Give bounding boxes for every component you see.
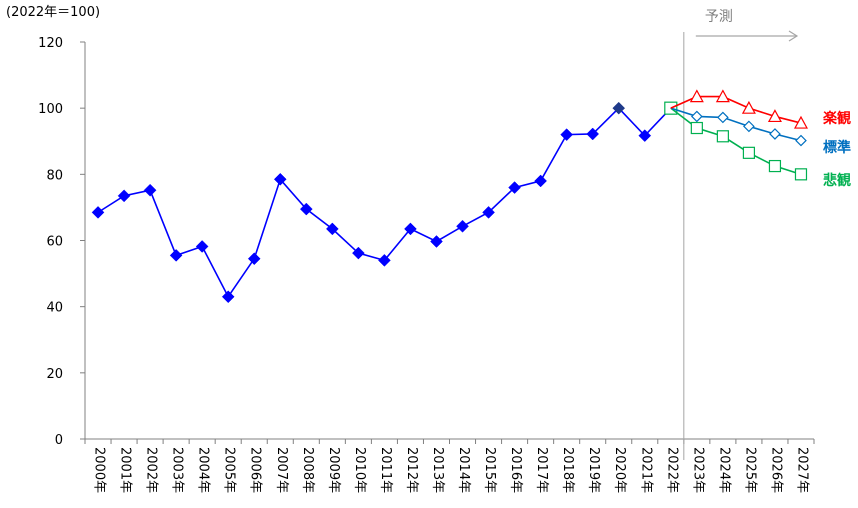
data-point [247, 252, 261, 266]
data-point [430, 235, 443, 248]
x-tick-label: 2014年 [456, 447, 471, 493]
x-tick-label: 2026年 [768, 447, 783, 493]
data-point [690, 121, 703, 135]
y-tick-label: 20 [46, 367, 63, 382]
x-tick-label: 2013年 [430, 447, 445, 493]
data-point [352, 246, 365, 260]
x-tick-label: 2000年 [92, 447, 107, 493]
data-point [767, 109, 782, 123]
forecast-series [670, 107, 807, 147]
data-point [482, 206, 495, 219]
data-point [768, 159, 782, 173]
y-tick-label: 60 [46, 235, 63, 250]
data-point [325, 222, 339, 236]
actual-series [91, 101, 678, 304]
x-tick-label: 2020年 [612, 447, 627, 493]
data-point [743, 120, 755, 133]
data-point [793, 115, 808, 129]
data-point [273, 172, 287, 186]
data-point [143, 183, 157, 197]
forecast-label: 予測 [705, 9, 733, 25]
series-label: 楽観 [822, 110, 851, 127]
series-line [670, 95, 802, 124]
x-tick-label: 2012年 [404, 447, 419, 493]
x-tick-label: 2002年 [144, 447, 159, 493]
x-tick-label: 2001年 [118, 447, 133, 493]
x-tick-label: 2008年 [300, 447, 315, 493]
data-point [195, 240, 209, 253]
data-point [716, 130, 729, 143]
x-tick-label: 2005年 [222, 447, 237, 493]
forecast-arrow-head [788, 30, 799, 42]
x-tick-label: 2015年 [482, 447, 497, 493]
data-point [769, 128, 781, 140]
y-tick-label: 120 [38, 36, 63, 51]
data-point [299, 202, 313, 216]
data-point [741, 100, 756, 114]
x-tick-label: 2022年 [664, 447, 679, 493]
unit-label: (2022年＝100) [6, 5, 100, 20]
x-tick-label: 2016年 [508, 447, 523, 493]
x-tick-label: 2021年 [638, 447, 653, 493]
series-line [670, 107, 802, 142]
data-point [690, 110, 703, 123]
data-point [117, 189, 131, 203]
data-point [715, 89, 730, 103]
x-tick-label: 2006年 [248, 447, 263, 493]
data-point [91, 206, 105, 219]
data-point [221, 290, 235, 304]
x-tick-label: 2024年 [716, 447, 731, 493]
x-tick-label: 2007年 [274, 447, 289, 493]
x-tick-label: 2018年 [560, 447, 575, 493]
series-label: 悲観 [823, 172, 851, 189]
data-point [534, 174, 547, 188]
y-tick-label: 80 [46, 168, 63, 183]
data-point [456, 219, 469, 233]
data-point [638, 129, 652, 142]
forecast-series [670, 107, 808, 181]
series-label: 標準 [823, 139, 851, 156]
data-point [404, 222, 417, 236]
data-point [742, 146, 756, 159]
data-point [586, 127, 600, 141]
x-tick-label: 2004年 [196, 447, 211, 493]
x-tick-label: 2023年 [690, 447, 705, 493]
data-point [717, 111, 729, 124]
data-point [795, 134, 807, 147]
forecast-arrow-icon [695, 30, 799, 42]
x-tick-label: 2017年 [534, 447, 549, 493]
y-tick-label: 100 [38, 102, 63, 117]
x-tick-label: 2003年 [170, 447, 185, 493]
data-point [689, 89, 704, 103]
x-tick-label: 2011年 [378, 447, 393, 493]
forecast-series [670, 89, 808, 129]
x-tick-label: 2027年 [794, 447, 809, 493]
data-point [169, 249, 183, 262]
forecast-marker: 予測 [683, 9, 799, 460]
x-tick-label: 2010年 [352, 447, 367, 493]
y-tick-label: 40 [46, 301, 63, 316]
axes: 0 20 40 60 80 100 120 2000年 2001年 2002年 2003年 2004年… [38, 36, 815, 493]
data-point [508, 181, 521, 194]
data-point [612, 101, 626, 115]
x-tick-label: 2019年 [586, 447, 601, 493]
data-point [794, 168, 808, 181]
y-tick-label: 0 [55, 433, 63, 448]
series-line [97, 107, 672, 299]
series-layer [91, 89, 808, 304]
x-tick-label: 2025年 [742, 447, 757, 493]
x-tick-label: 2009年 [326, 447, 341, 493]
data-point [560, 128, 574, 141]
data-point [378, 253, 391, 267]
